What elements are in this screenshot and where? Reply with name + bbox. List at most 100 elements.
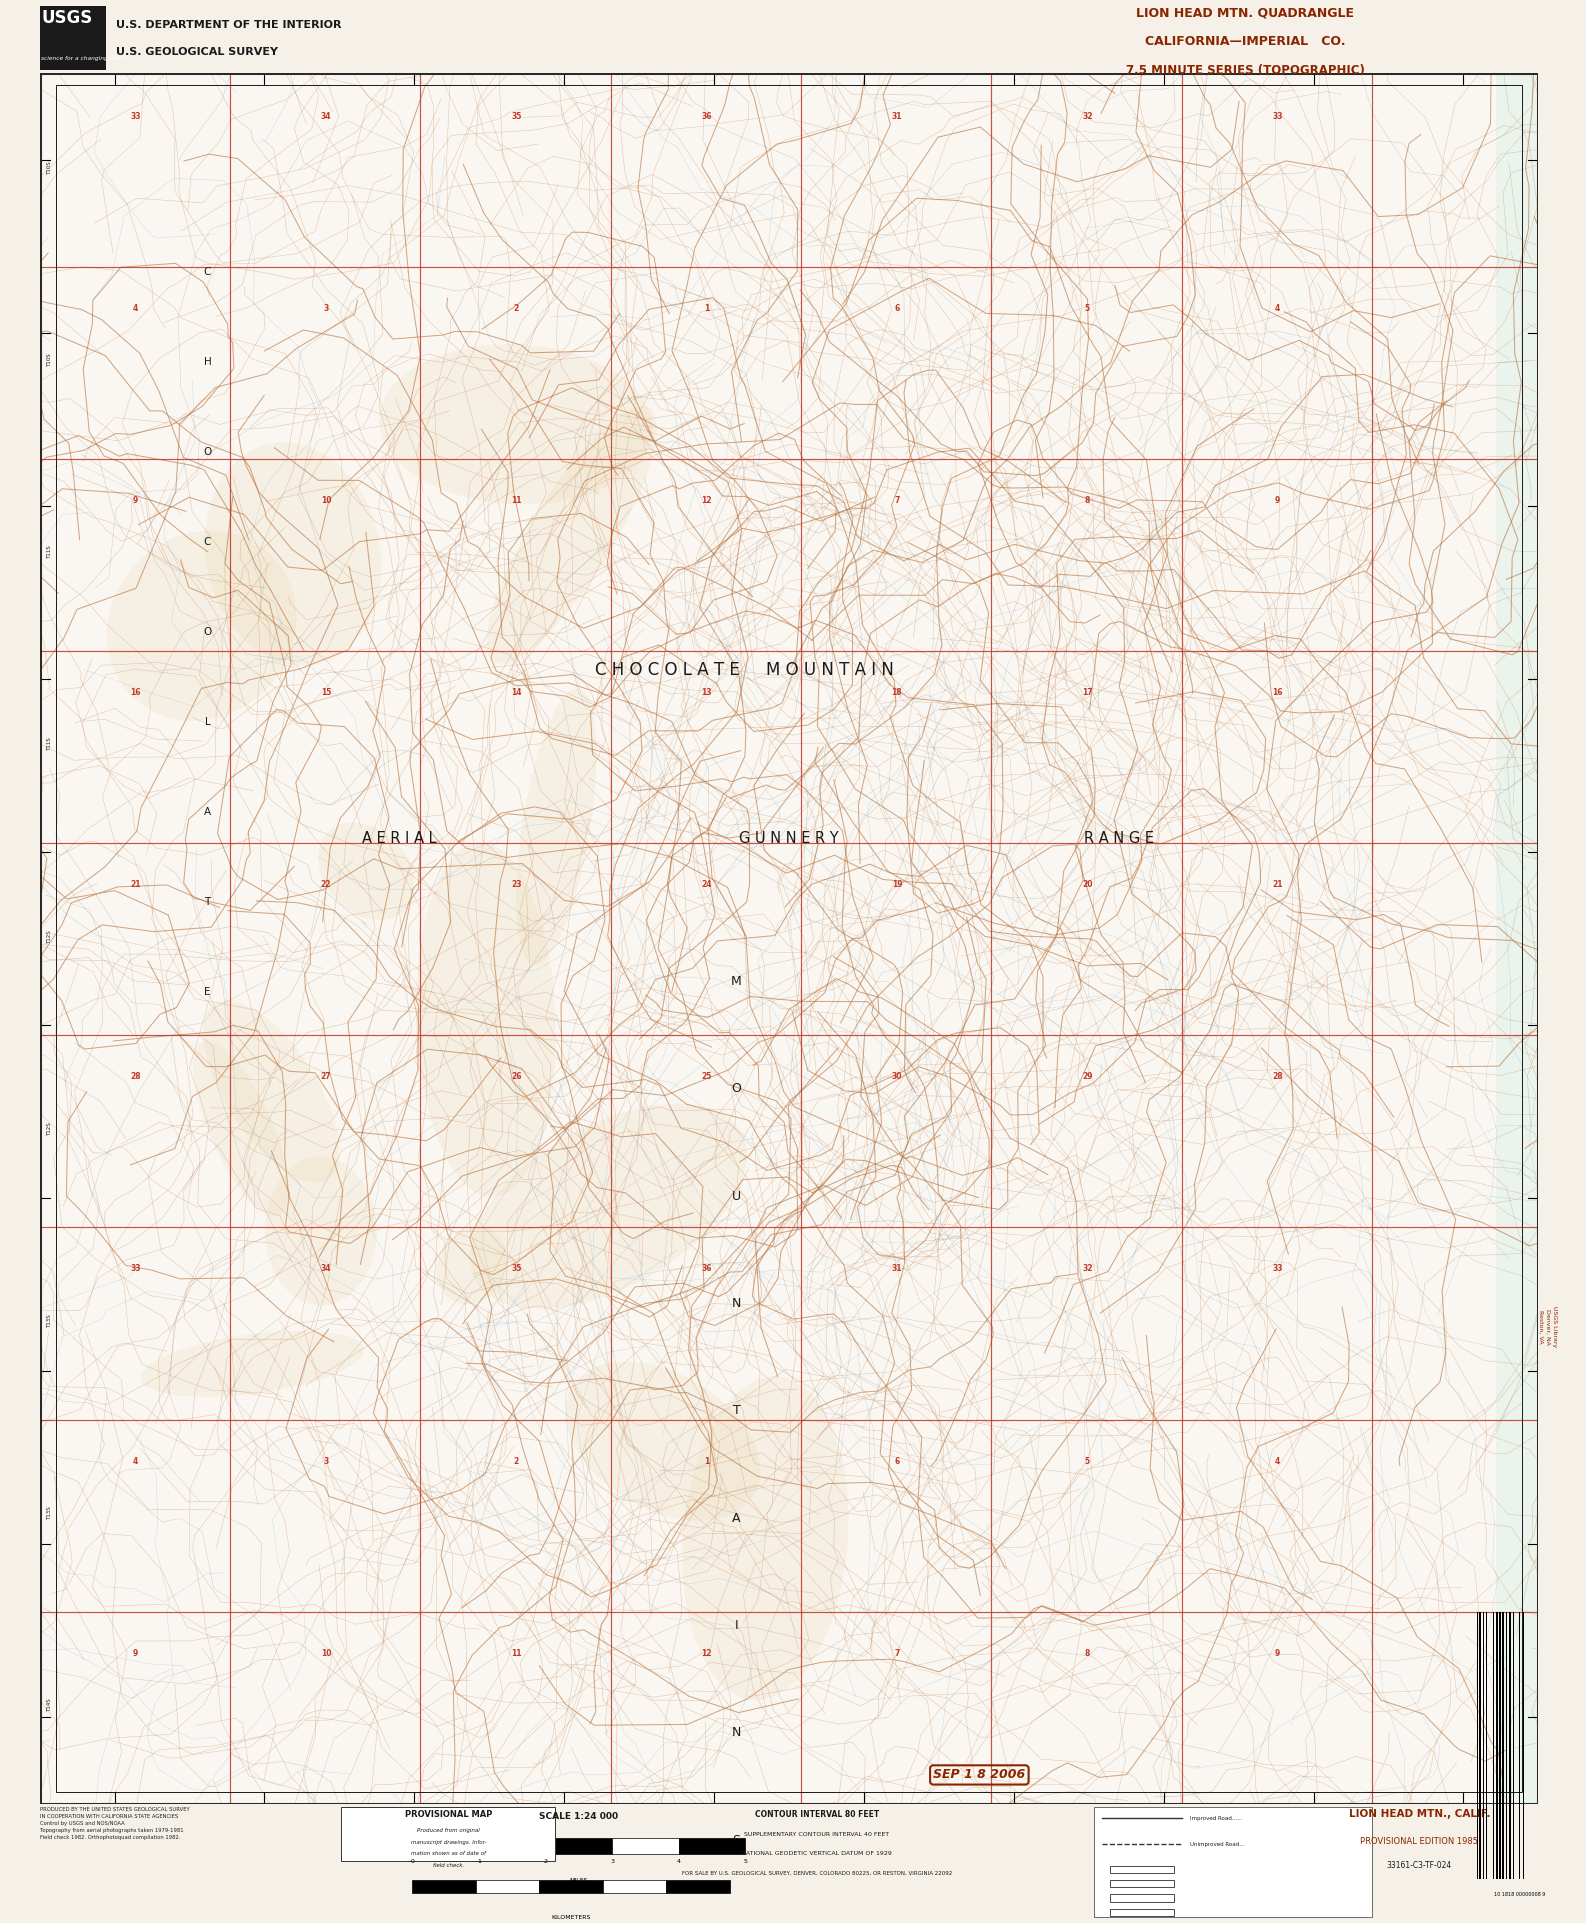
Text: A E R I A L: A E R I A L <box>362 831 436 846</box>
Text: CONTOUR INTERVAL 80 FEET: CONTOUR INTERVAL 80 FEET <box>755 1810 879 1819</box>
Text: C: C <box>205 267 211 277</box>
Text: 21: 21 <box>1272 881 1283 888</box>
Text: O: O <box>203 627 211 637</box>
Text: field check.: field check. <box>433 1863 465 1869</box>
Text: H: H <box>203 358 211 367</box>
Text: MILES: MILES <box>569 1877 588 1883</box>
Text: A: A <box>205 808 211 817</box>
Text: I: I <box>734 1619 739 1633</box>
Text: 36: 36 <box>701 112 712 121</box>
Ellipse shape <box>416 842 555 1196</box>
Text: Improved Road......: Improved Road...... <box>1190 1815 1242 1821</box>
Text: A: A <box>733 1511 741 1525</box>
Ellipse shape <box>682 1377 849 1700</box>
Text: SEP 1 8 2006: SEP 1 8 2006 <box>933 1769 1026 1781</box>
Text: 31: 31 <box>891 1265 902 1273</box>
Text: 28: 28 <box>1272 1073 1283 1081</box>
Text: U.S. GEOLOGICAL SURVEY: U.S. GEOLOGICAL SURVEY <box>116 46 279 58</box>
Text: N: N <box>731 1727 741 1738</box>
Text: T10S: T10S <box>48 354 52 367</box>
Text: 5: 5 <box>744 1860 747 1863</box>
Bar <box>1496 1611 1497 1879</box>
Text: 35: 35 <box>511 112 522 121</box>
Text: 24: 24 <box>701 881 712 888</box>
Text: T11S: T11S <box>48 546 52 560</box>
Text: 17: 17 <box>1082 688 1093 698</box>
Text: SUPPLEMENTARY CONTOUR INTERVAL 40 FEET: SUPPLEMENTARY CONTOUR INTERVAL 40 FEET <box>744 1833 890 1836</box>
Text: T11S: T11S <box>48 738 52 752</box>
Ellipse shape <box>515 688 596 963</box>
Text: 5: 5 <box>1085 1456 1090 1465</box>
Bar <box>1110 1881 1174 1886</box>
Text: S: S <box>733 1835 741 1846</box>
Text: 21: 21 <box>130 881 141 888</box>
Text: 33: 33 <box>130 1265 141 1273</box>
Text: 34: 34 <box>320 112 331 121</box>
Text: PRODUCED BY THE UNITED STATES GEOLOGICAL SURVEY
IN COOPERATION WITH CALIFORNIA S: PRODUCED BY THE UNITED STATES GEOLOGICAL… <box>40 1808 189 1840</box>
Text: 12: 12 <box>701 496 712 506</box>
Ellipse shape <box>436 1227 508 1304</box>
Text: LION HEAD MTN., CALIF.: LION HEAD MTN., CALIF. <box>1348 1808 1491 1819</box>
Text: 11: 11 <box>511 1648 522 1658</box>
Text: O: O <box>731 1083 742 1096</box>
Text: USGS: USGS <box>41 10 92 27</box>
Text: 33: 33 <box>1272 112 1283 121</box>
Text: 8: 8 <box>1085 1648 1090 1658</box>
Text: T13S: T13S <box>48 1313 52 1327</box>
Text: 3: 3 <box>324 1456 328 1465</box>
Text: 7: 7 <box>895 496 899 506</box>
Bar <box>1094 1808 1372 1917</box>
Text: 12: 12 <box>701 1648 712 1658</box>
Ellipse shape <box>203 1000 339 1183</box>
Ellipse shape <box>265 1156 376 1306</box>
Text: 13: 13 <box>701 688 712 698</box>
Text: 35: 35 <box>511 1265 522 1273</box>
Text: 9: 9 <box>133 496 138 506</box>
Text: T12S: T12S <box>48 1121 52 1136</box>
Text: N: N <box>731 1298 741 1310</box>
Text: R A N G E: R A N G E <box>1083 831 1153 846</box>
Text: 26: 26 <box>511 1073 522 1081</box>
Text: PROVISIONAL MAP: PROVISIONAL MAP <box>404 1810 493 1819</box>
Text: C H O C O L A T E     M O U N T A I N: C H O C O L A T E M O U N T A I N <box>595 662 893 679</box>
Bar <box>1480 1611 1481 1879</box>
Bar <box>40 6 106 69</box>
Ellipse shape <box>379 344 653 504</box>
Text: 32: 32 <box>1082 112 1093 121</box>
Text: 32: 32 <box>1082 1265 1093 1273</box>
Text: 33: 33 <box>130 112 141 121</box>
Text: Unimproved Road...: Unimproved Road... <box>1190 1842 1243 1846</box>
Text: L: L <box>205 717 211 727</box>
Text: SCALE 1:24 000: SCALE 1:24 000 <box>539 1811 619 1821</box>
Bar <box>1110 1894 1174 1902</box>
Text: 36: 36 <box>701 1265 712 1273</box>
Text: 10: 10 <box>320 1648 331 1658</box>
Text: 2: 2 <box>514 1456 519 1465</box>
Bar <box>1110 1910 1174 1915</box>
Ellipse shape <box>487 406 657 663</box>
Bar <box>412 1881 476 1892</box>
Text: LION HEAD MTN. QUADRANGLE: LION HEAD MTN. QUADRANGLE <box>1136 8 1354 19</box>
Text: manuscript drawings. Infor-: manuscript drawings. Infor- <box>411 1840 487 1844</box>
Text: M: M <box>731 975 742 988</box>
Bar <box>612 1838 679 1854</box>
Text: 15: 15 <box>320 688 331 698</box>
Text: FOR SALE BY U.S. GEOLOGICAL SURVEY, DENVER, COLORADO 80225, OR RESTON, VIRGINIA : FOR SALE BY U.S. GEOLOGICAL SURVEY, DENV… <box>682 1871 952 1875</box>
Bar <box>476 1881 539 1892</box>
Text: CALIFORNIA—IMPERIAL   CO.: CALIFORNIA—IMPERIAL CO. <box>1145 35 1345 48</box>
Text: 6: 6 <box>895 304 899 313</box>
Text: C: C <box>205 537 211 548</box>
Text: mation shown as of date of: mation shown as of date of <box>411 1852 487 1856</box>
Text: 18: 18 <box>891 688 902 698</box>
Text: Produced from original: Produced from original <box>417 1827 481 1833</box>
Bar <box>412 1838 479 1854</box>
Text: 34: 34 <box>320 1265 331 1273</box>
Text: 28: 28 <box>130 1073 141 1081</box>
Text: 11: 11 <box>511 496 522 506</box>
Bar <box>479 1838 546 1854</box>
Text: 8: 8 <box>1085 496 1090 506</box>
Text: 9: 9 <box>133 1648 138 1658</box>
Ellipse shape <box>141 1331 365 1396</box>
Ellipse shape <box>319 823 414 919</box>
Text: 2: 2 <box>544 1860 547 1863</box>
